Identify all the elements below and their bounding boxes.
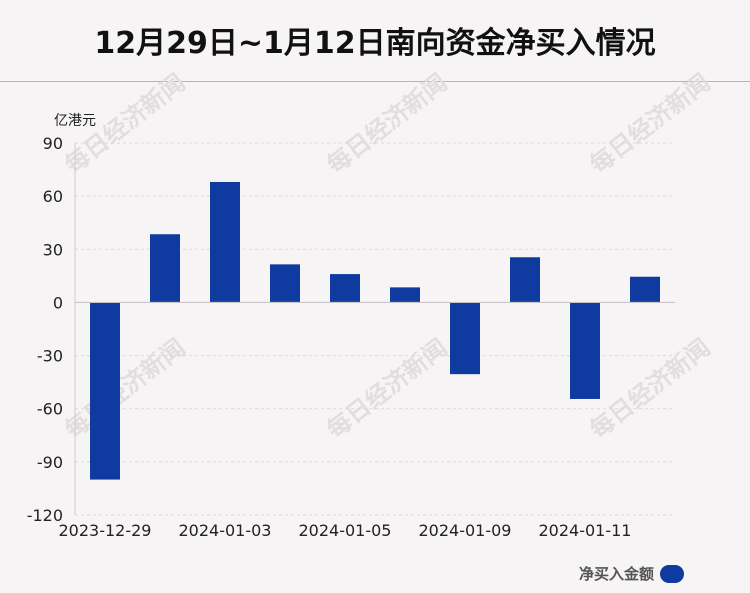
watermark-1: 每日经济新闻 <box>322 68 453 179</box>
bar-2024-01-11 <box>570 302 600 399</box>
bar-2024-01-10 <box>510 257 540 303</box>
bar-2024-01-08 <box>390 287 420 303</box>
y-tick-label: -30 <box>37 347 63 366</box>
legend-swatch <box>660 564 684 583</box>
watermark-3: 每日经济新闻 <box>60 333 191 444</box>
watermark-5: 每日经济新闻 <box>585 333 716 444</box>
bar-2024-01-02 <box>150 234 180 303</box>
bar-2024-01-04 <box>270 264 300 303</box>
bar-2023-12-29 <box>90 302 120 480</box>
y-tick-label: 0 <box>53 293 63 312</box>
x-tick-label: 2024-01-09 <box>419 521 512 540</box>
y-tick-label: -60 <box>37 400 63 419</box>
x-tick-label: 2024-01-03 <box>179 521 272 540</box>
bar-2024-01-05 <box>330 274 360 303</box>
chart-title: 12月29日~1月12日南向资金净买入情况 <box>94 26 656 61</box>
x-tick-label: 2024-01-11 <box>539 521 632 540</box>
x-tick-label: 2023-12-29 <box>59 521 152 540</box>
y-tick-label: -90 <box>37 453 63 472</box>
y-tick-label: 90 <box>43 134 63 153</box>
y-tick-label: 30 <box>43 240 63 259</box>
y-tick-label: -120 <box>27 506 63 525</box>
bar-2024-01-12 <box>630 276 660 303</box>
x-tick-label: 2024-01-05 <box>299 521 392 540</box>
title-divider <box>0 81 750 82</box>
bar-2024-01-09 <box>450 302 480 375</box>
legend: 净买入金额 <box>579 563 684 584</box>
bar-2024-01-03 <box>210 181 240 303</box>
y-axis-label: 亿港元 <box>54 113 96 129</box>
watermark-4: 每日经济新闻 <box>322 333 453 444</box>
legend-label: 净买入金额 <box>578 565 654 583</box>
y-tick-label: 60 <box>43 187 63 206</box>
watermark-2: 每日经济新闻 <box>585 68 716 179</box>
